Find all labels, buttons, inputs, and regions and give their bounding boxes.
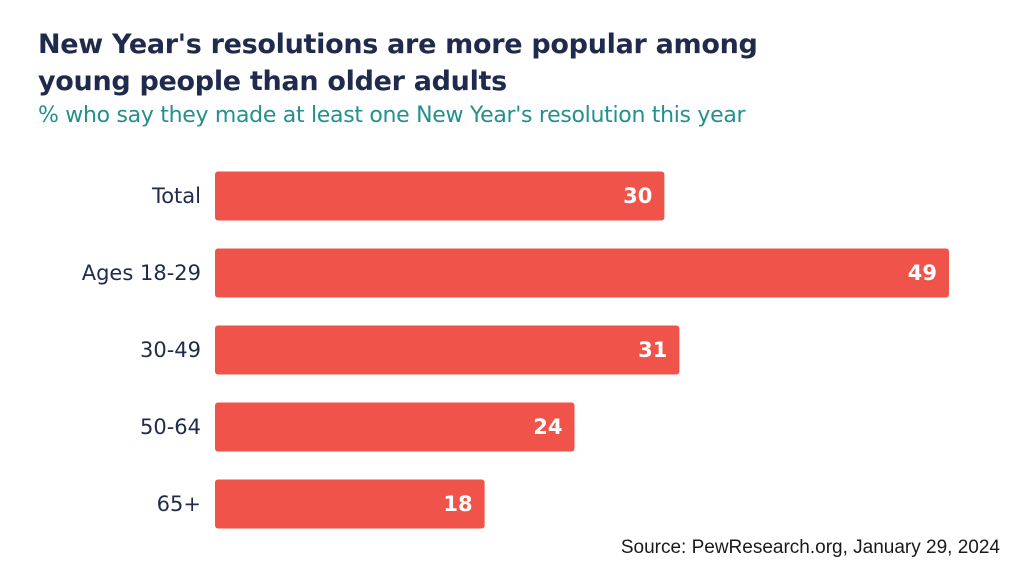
bar-ages-18-29	[215, 248, 949, 298]
category-label-30-49: 30-49	[140, 338, 201, 362]
source-note: Source: PewResearch.org, January 29, 202…	[620, 537, 1000, 558]
category-label-65: 65+	[157, 492, 201, 516]
bar-30-49	[215, 325, 680, 375]
category-label-ages-18-29: Ages 18-29	[82, 261, 201, 285]
category-label-total: Total	[151, 184, 201, 208]
chart-subtitle: % who say they made at least one New Yea…	[38, 103, 746, 128]
bar-65	[215, 479, 485, 529]
chart-title: New Year's resolutions are more popular …	[38, 29, 758, 97]
category-label-50-64: 50-64	[140, 415, 201, 439]
bar-total	[215, 171, 665, 221]
value-label-30-49: 31	[638, 338, 667, 362]
value-label-total: 30	[623, 184, 652, 208]
bar-50-64	[215, 402, 575, 452]
value-label-50-64: 24	[533, 415, 562, 439]
value-label-65: 18	[443, 492, 472, 516]
value-label-ages-18-29: 49	[908, 261, 937, 285]
